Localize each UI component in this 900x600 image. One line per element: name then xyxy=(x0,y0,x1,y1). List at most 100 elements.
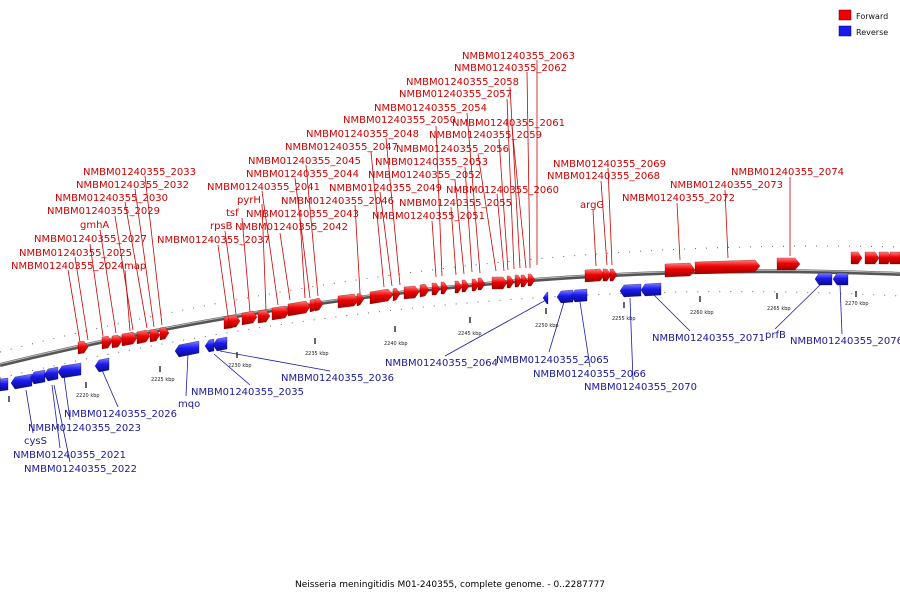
gene-label[interactable]: NMBM01240355_2048 xyxy=(306,129,419,140)
gene-arrow[interactable] xyxy=(864,251,880,265)
gene-label[interactable]: NMBM01240355_2068 xyxy=(547,171,660,182)
gene-label[interactable]: NMBM01240355_2064 xyxy=(385,358,498,369)
gene-label[interactable]: NMBM01240355_2072 xyxy=(622,193,735,204)
gene-label[interactable]: NMBM01240355_2049 xyxy=(329,183,442,194)
gene-arrow[interactable] xyxy=(257,309,271,324)
gene-arrow[interactable] xyxy=(814,272,833,286)
gene-arrow[interactable] xyxy=(77,340,89,355)
gene-arrow[interactable] xyxy=(392,287,401,302)
gene-label[interactable]: NMBM01240355_2032 xyxy=(76,180,189,191)
gene-label[interactable]: NMBM01240355_2066 xyxy=(533,369,646,380)
gene-label[interactable]: NMBM01240355_2036 xyxy=(281,373,394,384)
gene-arrow[interactable] xyxy=(440,281,449,295)
gene-arrow[interactable] xyxy=(609,268,618,282)
gene-label[interactable]: NMBM01240355_2053 xyxy=(375,157,488,168)
gene-label[interactable]: tsf xyxy=(226,208,239,219)
gene-arrow[interactable] xyxy=(527,273,536,287)
gene-label[interactable]: NMBM01240355_2047 xyxy=(285,142,398,153)
gene-arrow[interactable] xyxy=(10,373,33,390)
gene-arrow[interactable] xyxy=(602,268,612,282)
gene-label[interactable]: NMBM01240355_2023 xyxy=(28,423,141,434)
gene-label[interactable]: rpsB xyxy=(210,221,233,232)
gene-arrow[interactable] xyxy=(850,251,863,265)
gene-arrow[interactable] xyxy=(314,297,324,312)
gene-arrow[interactable] xyxy=(101,335,113,350)
gene-label[interactable]: prfB xyxy=(765,330,786,341)
gene-arrow[interactable] xyxy=(57,362,82,379)
gene-arrow[interactable] xyxy=(584,268,606,283)
gene-label[interactable]: map xyxy=(124,261,146,272)
gene-arrow[interactable] xyxy=(136,329,151,345)
gene-arrow[interactable] xyxy=(212,336,228,352)
gene-arrow[interactable] xyxy=(111,334,123,349)
gene-label[interactable]: NMBM01240355_2052 xyxy=(368,170,481,181)
gene-label[interactable]: NMBM01240355_2065 xyxy=(496,355,609,366)
gene-label[interactable]: NMBM01240355_2055 xyxy=(399,198,512,209)
gene-label[interactable]: NMBM01240355_2059 xyxy=(429,130,542,141)
gene-label[interactable]: NMBM01240355_2056 xyxy=(396,144,509,155)
gene-label[interactable]: NMBM01240355_2051 xyxy=(372,211,485,222)
gene-arrow[interactable] xyxy=(337,293,360,309)
gene-arrow[interactable] xyxy=(520,274,529,288)
gene-arrow[interactable] xyxy=(454,280,463,294)
gene-arrow[interactable] xyxy=(94,357,110,373)
gene-label[interactable]: NMBM01240355_2058 xyxy=(406,77,519,88)
gene-arrow[interactable] xyxy=(369,288,394,305)
gene-label[interactable]: mqo xyxy=(178,399,200,410)
gene-label[interactable]: argG xyxy=(580,200,604,211)
gene-arrow[interactable] xyxy=(241,310,258,326)
gene-arrow[interactable] xyxy=(471,278,480,292)
gene-arrow[interactable] xyxy=(287,300,311,317)
gene-arrow[interactable] xyxy=(556,289,574,304)
gene-arrow[interactable] xyxy=(832,272,849,286)
gene-label[interactable]: NMBM01240355_2046 xyxy=(281,196,394,207)
gene-label[interactable]: NMBM01240355_2025 xyxy=(19,248,132,259)
gene-label[interactable]: NMBM01240355_2043 xyxy=(246,209,359,220)
gene-arrow[interactable] xyxy=(491,276,508,290)
gene-arrow[interactable] xyxy=(461,279,470,293)
gene-arrow[interactable] xyxy=(776,257,801,271)
gene-label[interactable]: NMBM01240355_2022 xyxy=(24,464,137,475)
gene-arrow[interactable] xyxy=(640,282,662,297)
gene-label[interactable]: NMBM01240355_2070 xyxy=(584,382,697,393)
gene-arrow[interactable] xyxy=(619,283,642,298)
gene-arrow[interactable] xyxy=(542,291,549,305)
gene-label[interactable]: NMBM01240355_2050 xyxy=(343,115,456,126)
gene-arrow[interactable] xyxy=(43,366,59,382)
gene-label[interactable]: NMBM01240355_2030 xyxy=(55,193,168,204)
gene-arrow[interactable] xyxy=(419,283,430,298)
gene-label[interactable]: NMBM01240355_2057 xyxy=(399,89,512,100)
gene-label[interactable]: NMBM01240355_2063 xyxy=(462,51,575,62)
gene-arrow[interactable] xyxy=(477,277,486,291)
gene-arrow[interactable] xyxy=(227,314,241,329)
gene-arrow[interactable] xyxy=(694,259,761,275)
gene-label[interactable]: gmhA xyxy=(80,220,109,231)
gene-label[interactable]: NMBM01240355_2060 xyxy=(446,185,559,196)
gene-label[interactable]: NMBM01240355_2071 xyxy=(652,333,765,344)
gene-label[interactable]: NMBM01240355_2073 xyxy=(670,180,783,191)
gene-arrow[interactable] xyxy=(889,251,900,265)
gene-arrow[interactable] xyxy=(149,328,161,343)
gene-label[interactable]: NMBM01240355_2045 xyxy=(248,156,361,167)
gene-arrow[interactable] xyxy=(159,326,170,341)
gene-label[interactable]: NMBM01240355_2062 xyxy=(454,63,567,74)
gene-arrow[interactable] xyxy=(514,274,523,288)
gene-arrow[interactable] xyxy=(431,282,441,296)
gene-arrow[interactable] xyxy=(664,262,696,278)
gene-label[interactable]: NMBM01240355_2042 xyxy=(235,222,348,233)
gene-arrow[interactable] xyxy=(29,369,46,385)
gene-arrow[interactable] xyxy=(121,331,138,347)
gene-label[interactable]: NMBM01240355_2041 xyxy=(207,182,320,193)
gene-arrow[interactable] xyxy=(271,305,290,321)
gene-label[interactable]: NMBM01240355_2054 xyxy=(374,103,487,114)
gene-label[interactable]: NMBM01240355_2061 xyxy=(452,118,565,129)
gene-arrow[interactable] xyxy=(0,377,9,392)
gene-label[interactable]: NMBM01240355_2021 xyxy=(13,450,126,461)
gene-label[interactable]: NMBM01240355_2027 xyxy=(34,234,147,245)
gene-label[interactable]: NMBM01240355_2074 xyxy=(731,167,844,178)
gene-arrow[interactable] xyxy=(204,338,215,353)
gene-label[interactable]: NMBM01240355_2035 xyxy=(191,387,304,398)
gene-arrow[interactable] xyxy=(506,275,515,289)
gene-label[interactable]: NMBM01240355_2033 xyxy=(83,167,196,178)
gene-label[interactable]: cysS xyxy=(24,436,47,447)
